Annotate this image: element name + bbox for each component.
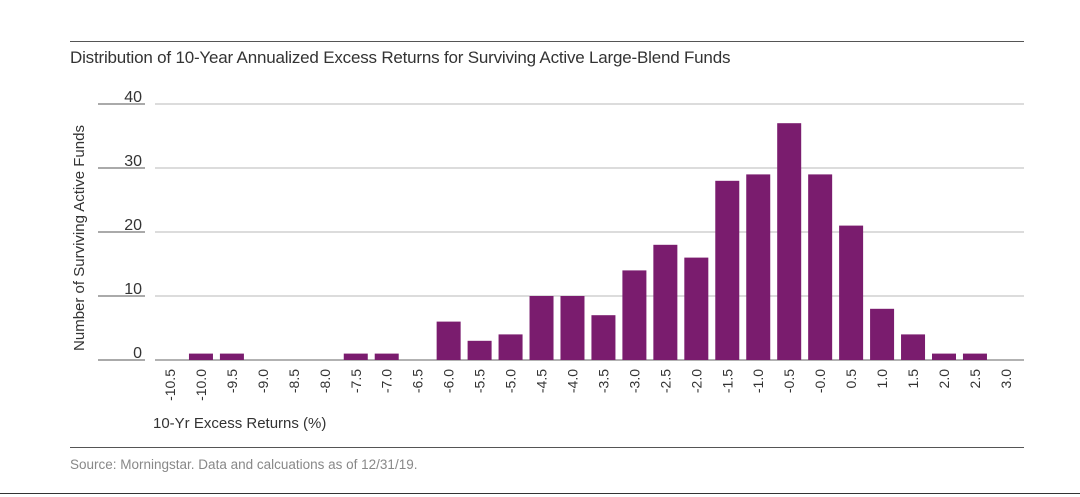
bar [777, 123, 802, 360]
x-tick-label: 1.5 [905, 369, 921, 389]
x-tick-label: -0.0 [812, 369, 828, 393]
x-tick-label: -10.0 [193, 369, 209, 401]
bar-chart: 0 10 20 30 40 -10.5 -10.0 -9.5 -9.0 -8.5 -8.0 -7.5… [71, 89, 1024, 432]
y-tick-label: 10 [124, 281, 142, 298]
bars [188, 123, 987, 360]
bar [870, 308, 895, 360]
x-tick-label: 2.0 [936, 369, 952, 389]
bar [436, 321, 461, 360]
x-tick-label: -8.0 [317, 369, 333, 393]
bar [529, 296, 554, 360]
x-tick-label: 3.0 [998, 369, 1014, 389]
x-tick-label: -8.5 [286, 369, 302, 393]
x-tick-label: -5.5 [472, 369, 488, 393]
bar [498, 334, 523, 360]
y-tick-label: 0 [133, 345, 142, 362]
bar [374, 353, 399, 360]
bar [188, 353, 213, 360]
page-bottom-rule [0, 493, 1080, 494]
x-tick-label: -7.5 [348, 369, 364, 393]
x-tick-label: -4.5 [534, 369, 550, 393]
bar [467, 340, 492, 360]
x-tick-label: -3.5 [595, 369, 611, 393]
x-tick-label: -9.5 [224, 369, 240, 393]
x-tick-label: -2.5 [657, 369, 673, 393]
y-axis-ticks: 0 10 20 30 40 [124, 89, 142, 362]
bar [746, 174, 771, 360]
x-tick-label: -9.0 [255, 369, 271, 393]
bar [219, 353, 244, 360]
bar [591, 315, 616, 360]
x-tick-label: -6.5 [410, 369, 426, 393]
bar [962, 353, 987, 360]
x-tick-label: 0.5 [843, 369, 859, 389]
x-tick-label: -2.0 [688, 369, 704, 393]
bar [343, 353, 368, 360]
x-tick-label: -5.0 [503, 369, 519, 393]
bar [839, 225, 864, 360]
bar [653, 244, 678, 360]
x-axis-title: 10-Yr Excess Returns (%) [153, 415, 326, 432]
bottom-rule [70, 447, 1024, 448]
x-tick-label: -0.5 [781, 369, 797, 393]
source-note: Source: Morningstar. Data and calcuation… [70, 457, 418, 472]
x-tick-label: -10.5 [162, 369, 178, 401]
x-tick-label: -1.5 [719, 369, 735, 393]
bar [808, 174, 833, 360]
bar [715, 180, 740, 360]
y-axis-title: Number of Surviving Active Funds [71, 125, 88, 351]
x-tick-label: 1.0 [874, 369, 890, 389]
top-rule [70, 41, 1024, 42]
y-tick-label: 20 [124, 217, 142, 234]
bar [901, 334, 926, 360]
gridlines [98, 103, 1024, 361]
x-tick-label: 2.5 [967, 369, 983, 389]
x-tick-label: -7.0 [379, 369, 395, 393]
x-tick-label: -6.0 [441, 369, 457, 393]
chart-title: Distribution of 10-Year Annualized Exces… [70, 48, 731, 67]
x-tick-label: -3.0 [626, 369, 642, 393]
bar [932, 353, 956, 360]
bar [684, 257, 709, 360]
bar [560, 296, 585, 360]
x-axis-ticks: -10.5 -10.0 -9.5 -9.0 -8.5 -8.0 -7.5 -7.0 -6.5 -6… [162, 369, 1014, 401]
y-tick-label: 40 [124, 89, 142, 106]
bar [622, 270, 647, 360]
x-tick-label: -4.0 [564, 369, 580, 393]
y-tick-label: 30 [124, 153, 142, 170]
x-tick-label: -1.0 [750, 369, 766, 393]
